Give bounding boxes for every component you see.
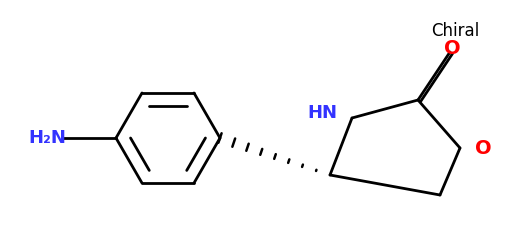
Text: O: O <box>444 39 460 57</box>
Text: O: O <box>475 139 492 158</box>
Text: Chiral: Chiral <box>431 22 479 40</box>
Text: H₂N: H₂N <box>28 129 66 147</box>
Text: HN: HN <box>307 104 337 122</box>
